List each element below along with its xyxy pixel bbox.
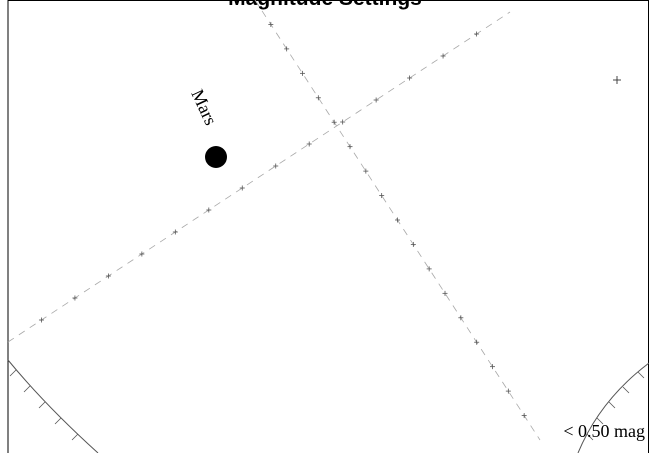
planet-label: Mars (187, 86, 221, 128)
coordinate-grid (7, 0, 541, 441)
grid-tick-marks (38, 21, 527, 419)
horizon-arc-right (577, 362, 649, 453)
chart-title: Magnitude Settings (228, 0, 422, 10)
magnitude-limit-label: < 0.50 mag (563, 421, 645, 441)
planet-marker[interactable] (205, 146, 227, 168)
horizon-ticks (9, 369, 645, 441)
horizon (7, 359, 649, 453)
grid-line-ascending (7, 11, 511, 343)
chart-frame (7, 0, 649, 453)
horizon-arc-left (7, 359, 99, 453)
star-marker (613, 76, 621, 84)
planet-mars[interactable]: Mars (187, 86, 227, 168)
